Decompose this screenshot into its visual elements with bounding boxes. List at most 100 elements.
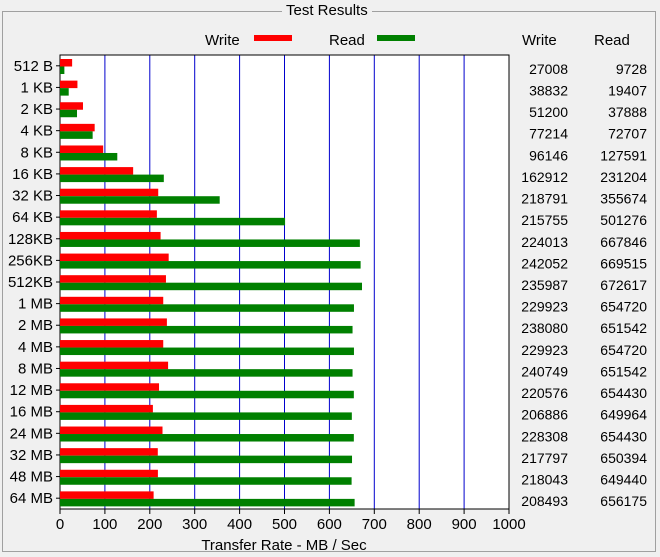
y-tick-label: 1 MB xyxy=(18,296,53,313)
write-bar xyxy=(60,469,158,478)
write-value: 27008 xyxy=(529,61,568,77)
write-bar xyxy=(60,383,160,391)
read-value: 649440 xyxy=(600,472,647,488)
y-tick-label: 4 KB xyxy=(20,123,53,140)
write-bar xyxy=(60,404,153,413)
write-value: 96146 xyxy=(529,147,568,163)
legend-read-label: Read xyxy=(329,32,365,49)
y-tick-label: 48 MB xyxy=(10,469,53,486)
x-tick-label: 400 xyxy=(227,516,252,533)
write-value: 51200 xyxy=(529,104,568,120)
write-value: 229923 xyxy=(521,299,568,315)
read-value: 72707 xyxy=(608,126,647,142)
write-value: 235987 xyxy=(521,277,568,293)
write-bar xyxy=(60,491,154,499)
read-value: 654430 xyxy=(600,385,647,401)
write-value: 228308 xyxy=(521,428,568,444)
write-bar xyxy=(60,296,164,305)
read-bar xyxy=(60,88,69,96)
read-value: 672617 xyxy=(600,277,647,293)
y-tick-label: 24 MB xyxy=(10,425,53,442)
read-bar xyxy=(60,369,353,377)
write-bar xyxy=(60,361,169,370)
x-tick-label: 0 xyxy=(56,516,64,533)
x-tick-label: 600 xyxy=(317,516,342,533)
write-bar xyxy=(60,59,73,67)
write-column-header: Write xyxy=(522,32,557,49)
read-bar xyxy=(60,282,363,291)
write-bar xyxy=(60,340,164,348)
read-value: 19407 xyxy=(608,82,647,98)
group-title: Test Results xyxy=(282,2,372,20)
write-value: 162912 xyxy=(521,169,568,185)
read-bar xyxy=(60,347,354,356)
write-bar xyxy=(60,80,78,89)
read-value: 656175 xyxy=(600,493,647,509)
write-value: 206886 xyxy=(521,407,568,423)
read-bar xyxy=(60,390,354,399)
read-bar xyxy=(60,152,118,161)
read-value: 355674 xyxy=(600,191,647,207)
read-bar xyxy=(60,455,353,464)
read-value: 651542 xyxy=(600,363,647,379)
write-bar xyxy=(60,275,166,283)
y-tick-label: 256KB xyxy=(8,252,53,269)
read-value: 654720 xyxy=(600,299,647,315)
y-tick-label: 32 MB xyxy=(10,447,53,464)
read-value: 651542 xyxy=(600,320,647,336)
write-value: 217797 xyxy=(521,450,568,466)
write-value: 240749 xyxy=(521,363,568,379)
x-axis-label: Transfer Rate - MB / Sec xyxy=(201,537,367,554)
x-tick-label: 900 xyxy=(452,516,477,533)
read-bar xyxy=(60,304,354,312)
y-tick-label: 512 B xyxy=(14,58,53,75)
write-value: 77214 xyxy=(529,126,568,142)
y-tick-label: 16 MB xyxy=(10,404,53,421)
read-value: 654430 xyxy=(600,428,647,444)
write-bar xyxy=(60,145,104,153)
write-value: 208493 xyxy=(521,493,568,509)
write-bar xyxy=(60,231,161,240)
write-value: 220576 xyxy=(521,385,568,401)
legend-read-swatch xyxy=(377,35,415,41)
read-value: 654720 xyxy=(600,342,647,358)
x-tick-label: 200 xyxy=(137,516,162,533)
read-value: 9728 xyxy=(616,61,647,77)
read-value: 127591 xyxy=(600,147,647,163)
y-tick-label: 64 KB xyxy=(12,209,53,226)
read-bar xyxy=(60,174,164,183)
y-tick-label: 32 KB xyxy=(12,188,53,205)
write-bar xyxy=(60,167,134,175)
x-tick-label: 800 xyxy=(407,516,432,533)
read-bar xyxy=(60,498,355,507)
y-tick-label: 2 KB xyxy=(20,101,53,118)
read-bar xyxy=(60,434,354,442)
write-value: 229923 xyxy=(521,342,568,358)
y-tick-label: 8 KB xyxy=(20,144,53,161)
read-value: 231204 xyxy=(600,169,647,185)
y-tick-label: 64 MB xyxy=(10,490,53,507)
write-bar xyxy=(60,318,167,326)
read-bar xyxy=(60,325,353,334)
y-tick-label: 512KB xyxy=(8,274,53,291)
y-tick-label: 4 MB xyxy=(18,339,53,356)
read-bar xyxy=(60,217,286,226)
read-bar xyxy=(60,261,361,269)
read-bar xyxy=(60,196,220,204)
read-bar xyxy=(60,477,352,485)
x-tick-label: 500 xyxy=(272,516,297,533)
x-tick-label: 100 xyxy=(92,516,117,533)
read-value: 669515 xyxy=(600,255,647,271)
read-value: 667846 xyxy=(600,234,647,250)
x-tick-label: 700 xyxy=(362,516,387,533)
write-bar xyxy=(60,426,163,435)
write-value: 224013 xyxy=(521,234,568,250)
write-bar xyxy=(60,188,159,197)
legend-write-swatch xyxy=(254,35,292,41)
write-value: 238080 xyxy=(521,320,568,336)
read-value: 650394 xyxy=(600,450,647,466)
write-bar xyxy=(60,123,95,132)
read-bar xyxy=(60,66,65,74)
x-tick-label: 1000 xyxy=(492,516,525,533)
